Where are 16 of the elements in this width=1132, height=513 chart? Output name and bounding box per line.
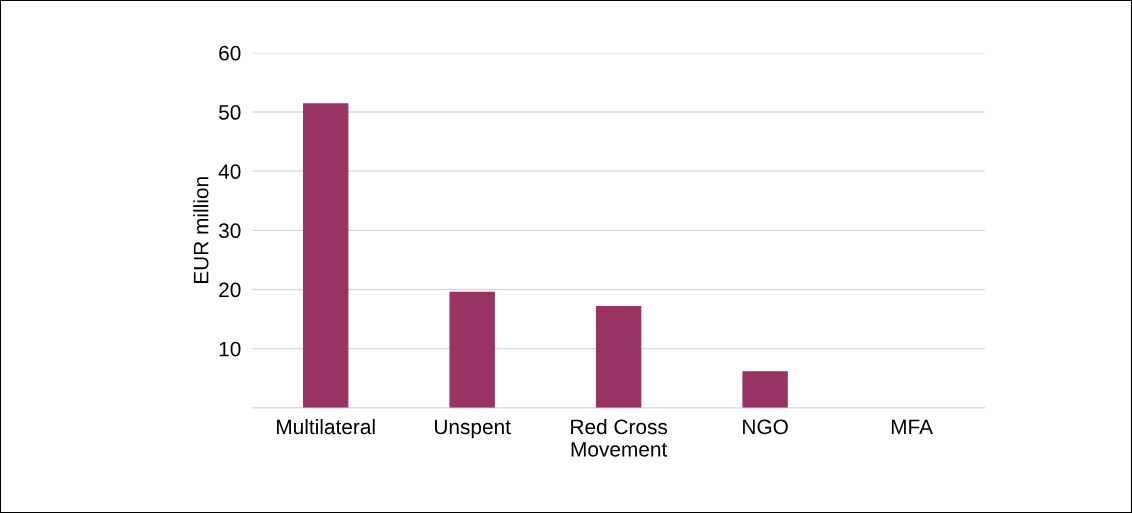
y-tick-label: 20	[219, 282, 241, 298]
x-tick-label: Unspent	[434, 419, 511, 439]
bar	[742, 371, 788, 408]
x-tick-label: NGO	[743, 419, 788, 435]
bar	[302, 103, 349, 408]
y-axis-title: EUR million	[193, 177, 209, 284]
bar	[595, 306, 642, 408]
bar	[449, 291, 495, 408]
y-tick-label: 50	[218, 105, 241, 120]
y-tick-label: 40	[218, 164, 241, 179]
y-tick-label: 60	[219, 45, 241, 61]
y-tick-label: 30	[218, 223, 241, 239]
x-tick-label: Multilateral	[277, 418, 375, 435]
x-tick-label: MFA	[891, 419, 933, 435]
x-tick-label: Red Cross Movement	[571, 418, 668, 457]
y-tick-label: 10	[219, 341, 241, 357]
